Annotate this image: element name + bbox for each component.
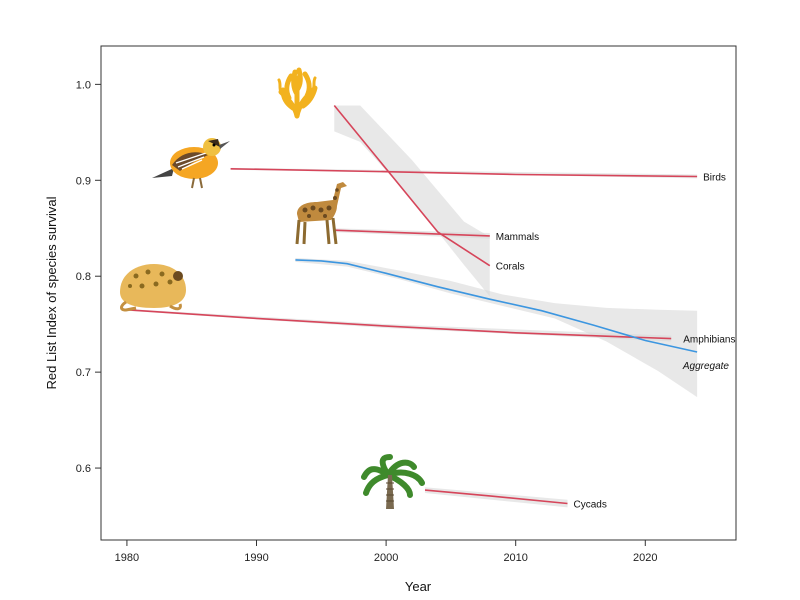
giraffe-icon — [295, 182, 347, 245]
plot-frame — [100, 45, 737, 541]
birds-line — [230, 168, 698, 178]
mammals-line — [334, 229, 490, 237]
cycads-label: Cycads — [574, 500, 607, 511]
cycads-line — [424, 489, 568, 505]
series-lines — [126, 104, 698, 505]
amphibians-label: Amphibians — [683, 335, 735, 346]
y-tick-label: 0.6 — [76, 463, 91, 475]
x-tick-label: 2000 — [374, 552, 398, 564]
coral-icon — [277, 67, 318, 119]
axis-ticks: 1980 1990 2000 2010 2020 0.6 0.7 0.8 0.9 1.0 — [76, 79, 658, 564]
amphibians-line — [126, 309, 672, 340]
aggregate-label: Aggregate — [682, 361, 730, 372]
birds-label: Birds — [703, 172, 726, 183]
aggregate-confidence-band — [295, 257, 698, 398]
y-tick-label: 0.9 — [76, 175, 91, 187]
aggregate-line — [295, 259, 698, 353]
y-axis-title: Red List Index of species survival — [44, 196, 59, 389]
x-tick-label: 2020 — [633, 552, 657, 564]
x-tick-label: 1980 — [115, 552, 139, 564]
y-tick-label: 0.8 — [76, 271, 91, 283]
corals-line — [333, 104, 491, 267]
bird-icon — [152, 138, 230, 189]
y-tick-label: 0.7 — [76, 367, 91, 379]
x-axis-title: Year — [405, 579, 432, 594]
mammals-label: Mammals — [496, 232, 539, 243]
series-labels: Birds Mammals Corals Amphibians Aggregate Cyc… — [496, 172, 736, 510]
x-tick-label: 1990 — [244, 552, 268, 564]
palm-icon — [361, 454, 425, 509]
y-tick-label: 1.0 — [76, 79, 91, 91]
frog-icon — [120, 264, 186, 312]
corals-label: Corals — [496, 262, 525, 273]
x-tick-label: 2010 — [503, 552, 527, 564]
